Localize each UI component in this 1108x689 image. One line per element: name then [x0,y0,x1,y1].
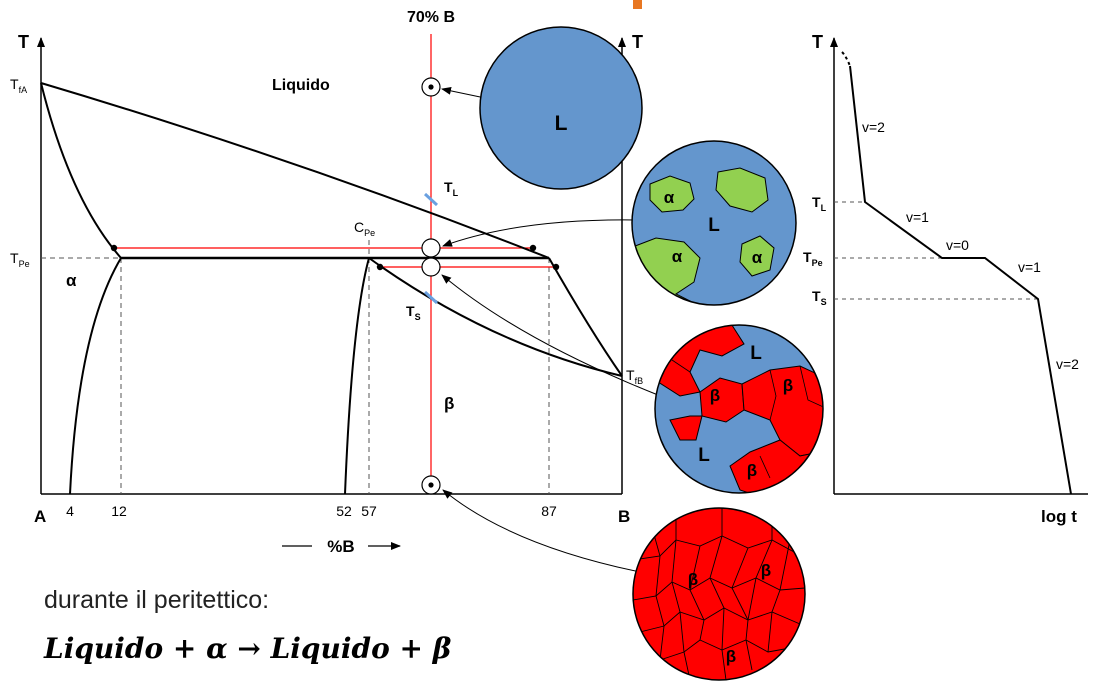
tick-label-4: 4 [66,503,74,519]
slope-label-3: v=0 [946,237,969,253]
microstructure-liquid-alpha: α L α α [631,140,797,306]
microstructure-beta-solid: β β β [632,507,806,681]
state-marker-peritectic-lower [421,257,441,277]
solid-grain-label-1: β [688,570,698,589]
solvus-beta [344,257,370,495]
liquid-circle-label: L [555,112,568,135]
alpha-grain-label-2: α [672,247,683,266]
cooling-x-axis-label: log t [1041,507,1077,526]
cooling-tl-label: TL [812,194,827,213]
right-axis-t-label: T [632,32,643,52]
beta-region-label: β [444,394,454,413]
arrow-liquid-circle [441,86,486,99]
x-axis-label: %B [327,537,354,556]
tfa-label: TfA [10,76,27,95]
slope-label-2: v=1 [906,209,929,225]
beta-grain-label-2: β [783,376,793,395]
beta-liquid-label-2: L [698,445,710,466]
left-axis-t-label: T [18,32,29,52]
tl-blue-tick [423,192,439,207]
microstructure-liquid-beta: L β β L β [654,324,824,494]
liquid-region-label: Liquido [272,77,330,94]
arrow-alpha-circle [442,219,641,247]
slope-label-4: v=1 [1018,259,1041,275]
orange-accent-mark [633,0,642,9]
state-marker-solid [421,475,441,495]
connector-arrows [441,86,659,573]
beta-grain-label-1: β [710,386,720,405]
slope-label-1: v=2 [862,119,885,135]
tick-label-57: 57 [361,503,377,519]
cooling-curve-line [849,65,1072,495]
cooling-tpe-label: TPe [803,249,823,268]
solid-grain-label-3: β [726,647,736,666]
point-alpha-12 [110,244,118,252]
x-axis-title: %B [282,537,401,556]
solid-grain-label-2: β [761,561,771,580]
ts-blue-tick [423,290,439,305]
top-composition-label: 70% B [407,9,455,26]
ts-label: TS [406,303,421,322]
tfb-label: TfB [626,367,643,386]
arrow-solid-circle [442,489,641,573]
arrow-beta-circle [441,274,659,396]
point-liquid-lower [552,263,560,271]
state-marker-liquid [421,77,441,97]
state-marker-peritectic-upper [421,238,441,258]
point-beta-57 [376,263,384,271]
cooling-curve: T log t TL TPe TS v=2 v=1 v=0 v=1 v=2 [803,32,1088,526]
alpha-grain-label-3: α [752,248,763,267]
phase-diagram: 70% B T T TfA TPe TfB CPe TL TS Liquido … [10,9,643,556]
cooling-t-axis-label: T [812,32,823,52]
tick-label-12: 12 [111,503,127,519]
beta-grain-label-3: β [747,461,757,480]
liquidus-upper [40,82,550,259]
point-liquid-upper [529,244,537,252]
cpe-label: CPe [354,219,375,238]
tick-label-52: 52 [336,503,352,519]
cooling-curve-start [841,51,851,67]
solidus-alpha [69,257,122,495]
peritectic-caption: durante il peritettico: [44,586,270,614]
end-a-label: A [34,507,46,526]
beta-liquid-label-1: L [750,343,762,364]
solidus-beta [368,257,623,377]
alpha-region-label: α [66,271,77,290]
tl-label: TL [444,179,459,198]
cooling-ts-label: TS [812,288,827,307]
end-b-label: B [618,507,630,526]
alpha-grain-label-1: α [664,188,675,207]
alpha-liquid-label: L [708,215,720,236]
slope-label-5: v=2 [1056,356,1079,372]
peritectic-equation: Liquido + α → Liquido + β [44,632,452,665]
tick-label-87: 87 [541,503,557,519]
liquidus-beta [548,257,623,377]
tpe-label: TPe [10,250,30,269]
liquidus-alpha [40,82,122,259]
microstructure-liquid: L [479,26,643,190]
